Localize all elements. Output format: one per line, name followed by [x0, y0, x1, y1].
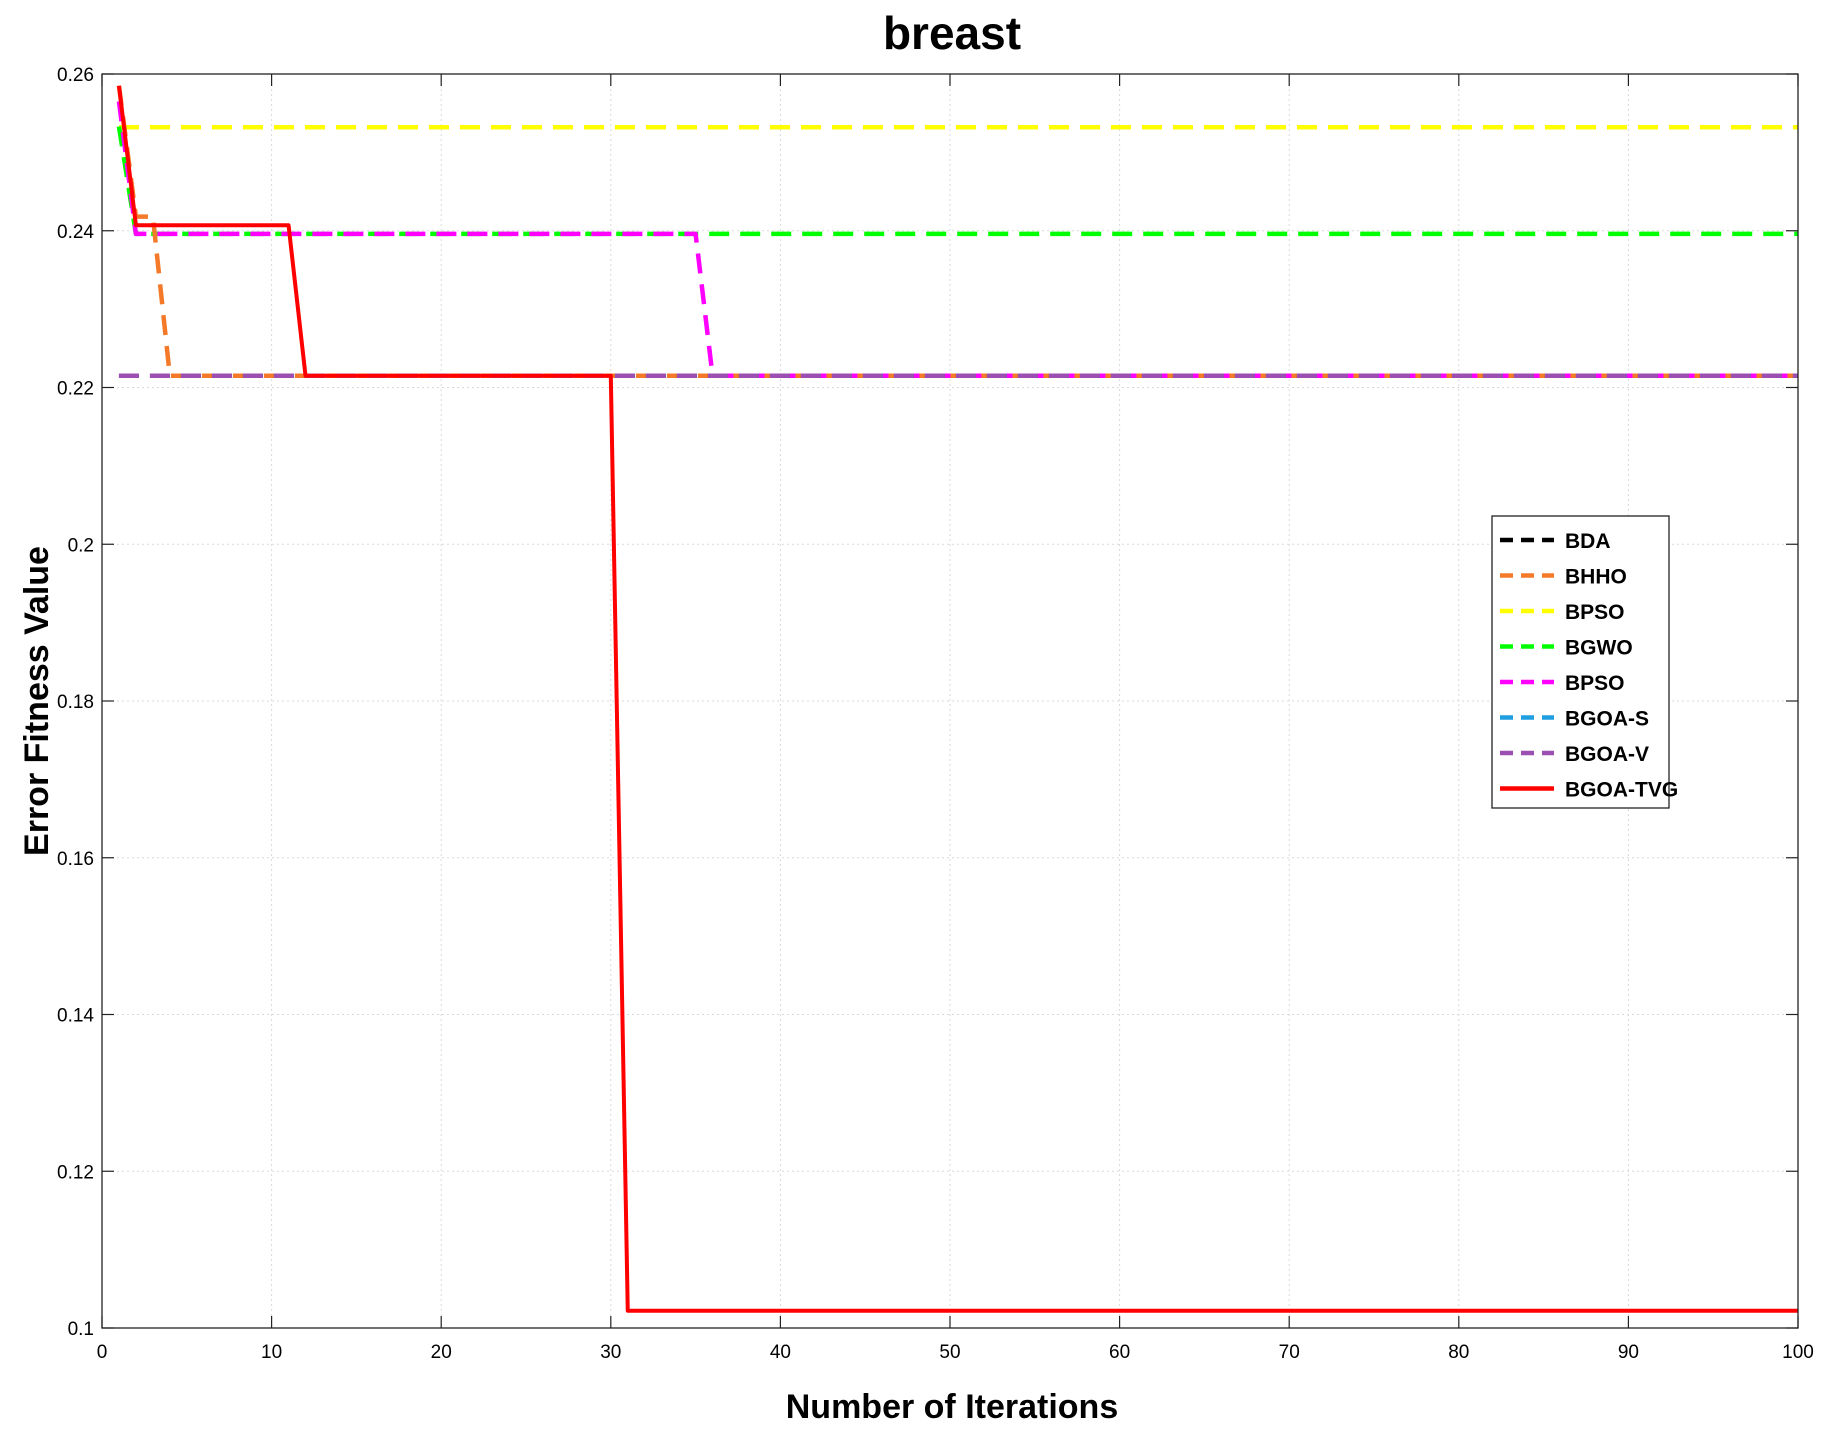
legend-label: BGOA-S: [1565, 708, 1649, 731]
x-tick-label: 80: [1448, 1342, 1469, 1363]
legend-label: BGWO: [1565, 637, 1633, 660]
y-tick-label: 0.1: [68, 1319, 94, 1340]
x-tick-label: 100: [1782, 1342, 1814, 1363]
x-tick-label: 90: [1618, 1342, 1639, 1363]
y-axis-label: Error Fitness Value: [18, 546, 56, 856]
x-tick-label: 70: [1279, 1342, 1300, 1363]
legend-box: [1491, 515, 1670, 809]
legend-label: BGOA-TVG: [1565, 779, 1678, 802]
series-line-bpso-4: [116, 101, 1798, 378]
y-tick-label: 0.14: [57, 1006, 94, 1027]
x-tick-label: 40: [770, 1342, 791, 1363]
y-tick-label: 0.26: [57, 65, 94, 86]
x-tick-label: 0: [97, 1342, 108, 1363]
x-tick-label: 50: [939, 1342, 960, 1363]
y-tick-label: 0.16: [57, 849, 94, 870]
axis-ticks: 0 10 20 30 40 50 60 70 80 90 100 0.1 0.12 0.14 0.16 0.1…: [57, 65, 1814, 1363]
x-tick-label: 60: [1109, 1342, 1130, 1363]
legend-label: BGOA-V: [1565, 743, 1649, 766]
x-tick-label: 30: [600, 1342, 621, 1363]
legend-label: BPSO: [1565, 672, 1625, 695]
legend-label: BDA: [1565, 530, 1611, 553]
legend-label: BPSO: [1565, 601, 1625, 624]
series-line-bgoa-tvg-7: [116, 85, 1798, 1313]
y-tick-label: 0.24: [57, 222, 94, 243]
legend: BDA BHHO BPSO BGWO BPSO BGOA-S BGOA-V BGOA-TVG: [1491, 515, 1678, 809]
series-lines: [116, 85, 1798, 1313]
x-tick-label: 10: [261, 1342, 282, 1363]
y-tick-label: 0.18: [57, 692, 94, 713]
y-tick-label: 0.12: [57, 1162, 94, 1183]
x-tick-label: 20: [431, 1342, 452, 1363]
x-axis-label: Number of Iterations: [786, 1388, 1118, 1426]
chart-title: breast: [883, 7, 1021, 59]
legend-label: BHHO: [1565, 566, 1627, 589]
y-tick-label: 0.2: [68, 535, 94, 556]
y-tick-label: 0.22: [57, 379, 94, 400]
